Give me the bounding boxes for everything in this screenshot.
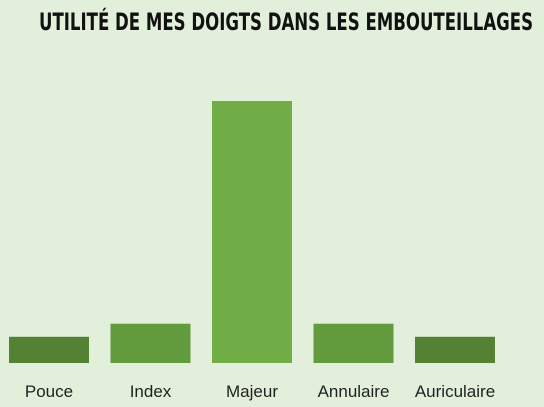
category-label-auriculaire: Auriculaire	[415, 382, 495, 401]
bar-pouce	[9, 336, 89, 363]
category-label-annulaire: Annulaire	[318, 382, 390, 401]
chart-title: UTILITÉ DE MES DOIGTS DANS LES EMBOUTEIL…	[39, 7, 533, 36]
bar-annulaire	[313, 323, 394, 363]
bars-group	[9, 101, 495, 363]
category-label-pouce: Pouce	[25, 382, 73, 401]
bar-index	[110, 323, 191, 363]
category-label-majeur: Majeur	[226, 382, 278, 401]
bar-majeur	[212, 101, 292, 363]
bar-auriculaire	[415, 336, 495, 363]
category-labels-group: Pouce Index Majeur Annulaire Auriculaire	[25, 382, 495, 401]
category-label-index: Index	[130, 382, 172, 401]
